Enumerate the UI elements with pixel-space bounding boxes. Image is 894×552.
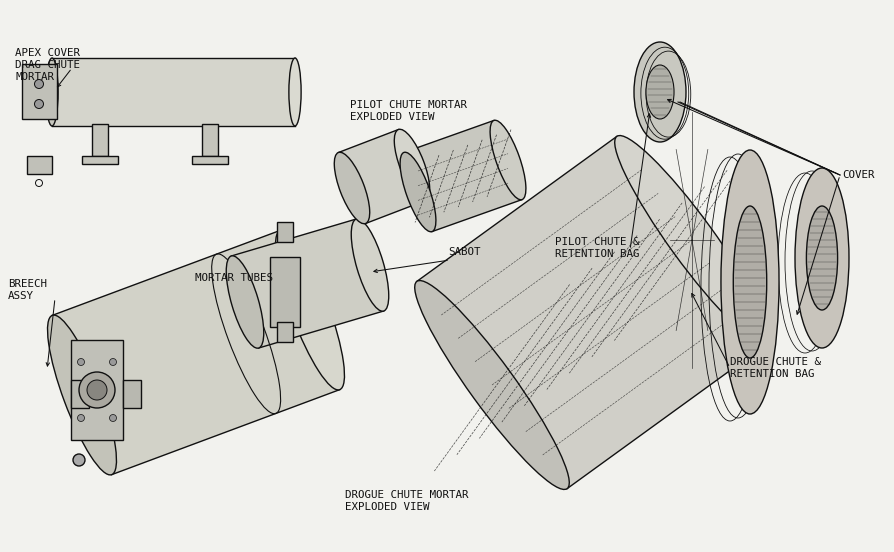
Ellipse shape [351, 219, 389, 311]
Ellipse shape [275, 230, 344, 390]
Bar [22, 64, 57, 119]
Ellipse shape [47, 315, 116, 475]
Ellipse shape [78, 358, 85, 365]
Ellipse shape [401, 152, 436, 232]
Ellipse shape [646, 65, 674, 119]
Text: PILOT CHUTE &
RETENTION BAG: PILOT CHUTE & RETENTION BAG [555, 237, 639, 259]
Bar [202, 124, 218, 156]
Text: MORTAR TUBES: MORTAR TUBES [195, 273, 273, 283]
Bar [192, 156, 228, 164]
Bar [92, 124, 108, 156]
Ellipse shape [78, 415, 85, 422]
Ellipse shape [394, 129, 430, 201]
Bar [27, 156, 52, 174]
Bar [71, 340, 123, 440]
Ellipse shape [733, 206, 767, 358]
Bar [277, 322, 293, 342]
Text: SABOT: SABOT [448, 247, 480, 257]
Ellipse shape [35, 99, 44, 109]
Polygon shape [417, 136, 767, 489]
Ellipse shape [35, 79, 44, 88]
Ellipse shape [46, 58, 58, 126]
Text: DROGUE CHUTE &
RETENTION BAG: DROGUE CHUTE & RETENTION BAG [730, 357, 821, 379]
Ellipse shape [73, 454, 85, 466]
Ellipse shape [490, 120, 526, 200]
Text: PILOT CHUTE MORTAR
EXPLODED VIEW: PILOT CHUTE MORTAR EXPLODED VIEW [350, 100, 467, 122]
Ellipse shape [806, 206, 838, 310]
Bar [270, 257, 300, 327]
Ellipse shape [634, 42, 686, 142]
Text: DROGUE CHUTE MORTAR
EXPLODED VIEW: DROGUE CHUTE MORTAR EXPLODED VIEW [345, 490, 468, 512]
Polygon shape [339, 130, 426, 224]
Ellipse shape [79, 372, 115, 408]
Polygon shape [52, 58, 295, 126]
Polygon shape [232, 219, 384, 348]
Ellipse shape [226, 256, 264, 348]
Ellipse shape [36, 179, 43, 187]
Ellipse shape [289, 58, 301, 126]
Text: APEX COVER
DRAG CHUTE
MORTAR: APEX COVER DRAG CHUTE MORTAR [15, 48, 80, 82]
Ellipse shape [109, 358, 116, 365]
Text: COVER: COVER [842, 170, 874, 180]
Ellipse shape [87, 380, 107, 400]
Polygon shape [53, 230, 340, 475]
Ellipse shape [109, 415, 116, 422]
Ellipse shape [721, 150, 779, 414]
Ellipse shape [795, 168, 849, 348]
Bar [82, 156, 118, 164]
Bar [123, 380, 141, 408]
Bar [71, 380, 89, 408]
Ellipse shape [334, 152, 370, 224]
Text: BREECH
ASSY: BREECH ASSY [8, 279, 47, 301]
Polygon shape [404, 120, 522, 232]
Ellipse shape [415, 280, 569, 490]
Ellipse shape [615, 136, 770, 344]
Bar [277, 222, 293, 242]
